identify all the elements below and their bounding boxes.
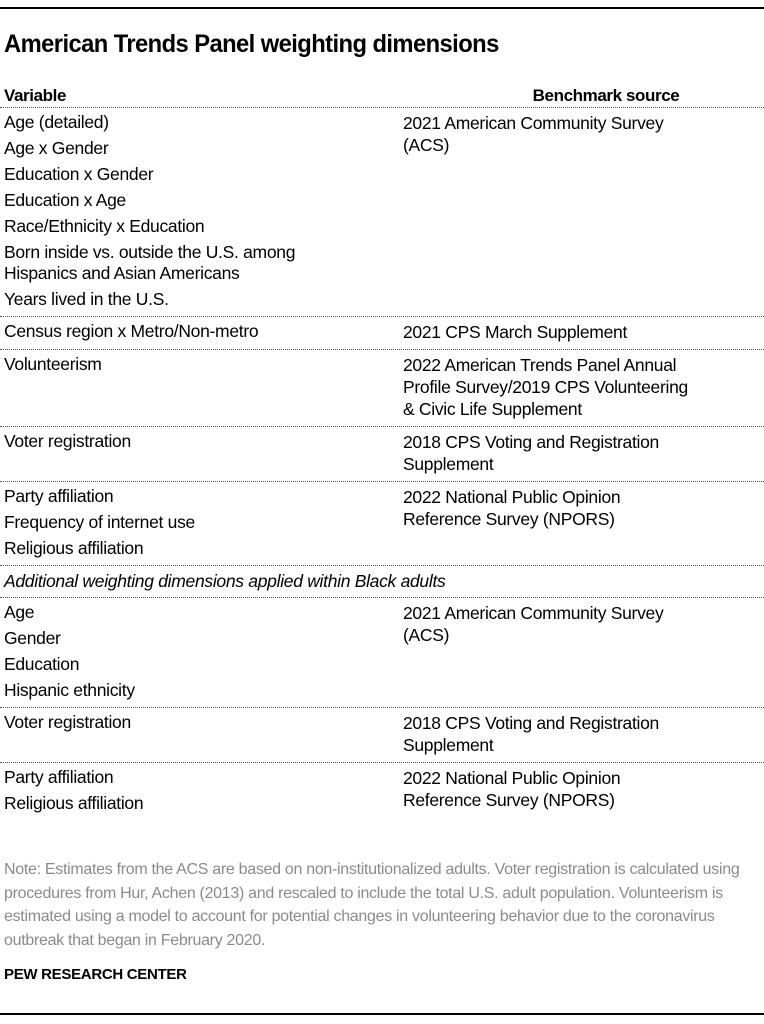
variable-item: Volunteerism	[4, 354, 102, 374]
variable-item: Party affiliation	[4, 767, 114, 787]
variable-item: Gender	[4, 628, 61, 648]
benchmark-line: Reference Survey (NPORS)	[403, 509, 615, 529]
benchmark-line: Profile Survey/2019 CPS Volunteering	[403, 377, 688, 397]
variable-item: Religious affiliation	[4, 538, 144, 558]
variable-item: Voter registration	[4, 431, 131, 451]
table-row: Census region x Metro/Non-metro 2021 CPS …	[0, 317, 764, 350]
source-brand: PEW RESEARCH CENTER	[4, 966, 187, 983]
variable-item: Census region x Metro/Non-metro	[4, 321, 259, 341]
benchmark-line: Supplement	[403, 454, 494, 474]
benchmark-line: Supplement	[403, 735, 494, 755]
benchmark-line: 2022 National Public Opinion	[403, 487, 621, 507]
variable-item: Party affiliation	[4, 486, 114, 506]
benchmark-cell: 2018 CPS Voting and Registration Suppleme…	[403, 431, 764, 475]
variable-cell: Age (detailed) Age x Gender Education x Ge…	[0, 112, 403, 310]
page-title: American Trends Panel weighting dimensio…	[4, 30, 499, 58]
variable-item: Voter registration	[4, 712, 131, 732]
top-rule	[0, 7, 764, 9]
variable-item: Age x Gender	[4, 138, 109, 158]
benchmark-cell: 2022 National Public Opinion Reference Su…	[403, 767, 764, 814]
table-row: Party affiliation Religious affiliation 20…	[0, 763, 764, 820]
variable-cell: Census region x Metro/Non-metro	[0, 321, 403, 343]
column-header-benchmark: Benchmark source	[532, 86, 680, 105]
column-header-variable: Variable	[4, 86, 67, 105]
bottom-rule	[0, 1013, 764, 1015]
table-header: Variable Benchmark source	[0, 86, 764, 108]
weighting-table: Variable Benchmark source Age (detailed)…	[0, 86, 764, 820]
variable-item: Born inside vs. outside the U.S. among H…	[4, 242, 296, 283]
benchmark-line: 2021 American Community Survey	[403, 603, 664, 623]
variable-cell: Age Gender Education Hispanic ethnicity	[0, 602, 403, 701]
subheading: Additional weighting dimensions applied …	[0, 566, 764, 598]
benchmark-line: 2018 CPS Voting and Registration	[403, 713, 659, 733]
variable-cell: Party affiliation Religious affiliation	[0, 767, 403, 814]
table-row: Age (detailed) Age x Gender Education x Ge…	[0, 108, 764, 317]
variable-cell: Voter registration	[0, 431, 403, 475]
table-row: Volunteerism 2022 American Trends Panel A…	[0, 350, 764, 427]
variable-item: Education x Age	[4, 190, 126, 210]
benchmark-line: (ACS)	[403, 625, 450, 645]
benchmark-cell: 2021 American Community Survey (ACS)	[403, 602, 764, 701]
table-row: Voter registration 2018 CPS Voting and Re…	[0, 427, 764, 482]
variable-item: Education x Gender	[4, 164, 154, 184]
variable-item: Age (detailed)	[4, 112, 109, 132]
benchmark-line: 2018 CPS Voting and Registration	[403, 432, 659, 452]
variable-item: Frequency of internet use	[4, 512, 195, 532]
variable-item: Religious affiliation	[4, 793, 144, 813]
benchmark-cell: 2018 CPS Voting and Registration Suppleme…	[403, 712, 764, 756]
benchmark-line: 2021 CPS March Supplement	[403, 322, 628, 342]
benchmark-cell: 2022 American Trends Panel Annual Profile…	[403, 354, 764, 420]
variable-cell: Voter registration	[0, 712, 403, 756]
benchmark-line: 2022 American Trends Panel Annual	[403, 355, 677, 375]
variable-item: Age	[4, 602, 35, 622]
benchmark-line: & Civic Life Supplement	[403, 399, 582, 419]
note: Note: Estimates from the ACS are based o…	[4, 861, 740, 949]
benchmark-line: 2021 American Community Survey	[403, 113, 664, 133]
benchmark-cell: 2022 National Public Opinion Reference Su…	[403, 486, 764, 559]
variable-item: Education	[4, 654, 80, 674]
benchmark-line: Reference Survey (NPORS)	[403, 790, 615, 810]
benchmark-cell: 2021 CPS March Supplement	[403, 321, 764, 343]
table-row: Age Gender Education Hispanic ethnicity 2021…	[0, 598, 764, 708]
variable-cell: Party affiliation Frequency of internet u…	[0, 486, 403, 559]
benchmark-line: (ACS)	[403, 135, 450, 155]
variable-item: Hispanic ethnicity	[4, 680, 135, 700]
table-row: Voter registration 2018 CPS Voting and Re…	[0, 708, 764, 763]
variable-item: Race/Ethnicity x Education	[4, 216, 205, 236]
variable-cell: Volunteerism	[0, 354, 403, 420]
benchmark-line: 2022 National Public Opinion	[403, 768, 621, 788]
benchmark-cell: 2021 American Community Survey (ACS)	[403, 112, 764, 310]
table-row: Party affiliation Frequency of internet u…	[0, 482, 764, 566]
variable-item: Years lived in the U.S.	[4, 289, 169, 309]
